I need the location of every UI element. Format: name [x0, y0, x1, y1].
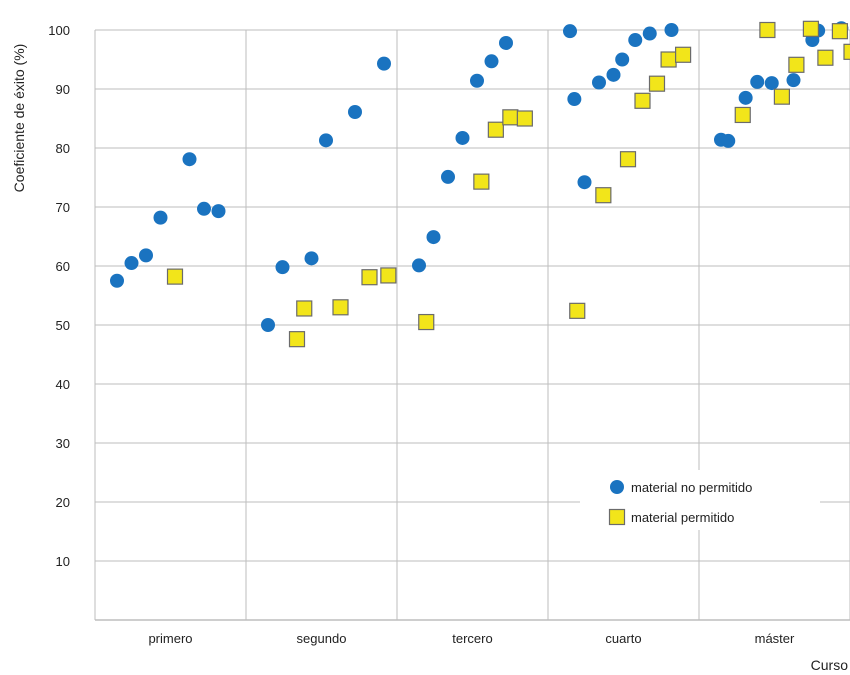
legend-label: material permitido	[631, 510, 734, 525]
point-material-permitido	[788, 56, 805, 73]
x-tick-label: máster	[755, 631, 795, 646]
y-tick-label: 20	[56, 495, 70, 510]
y-tick-label: 30	[56, 436, 70, 451]
x-tick-label: segundo	[297, 631, 347, 646]
point-material-permitido	[332, 299, 349, 316]
point-material-no-permitido	[377, 56, 391, 71]
legend: material no permitido material permitido	[580, 470, 820, 530]
point-material-no-permitido	[261, 318, 275, 332]
chart-marks	[110, 20, 850, 348]
point-material-no-permitido	[110, 273, 124, 288]
legend-label: material no permitido	[631, 480, 752, 495]
point-material-no-permitido	[786, 73, 801, 88]
point-material-no-permitido	[628, 33, 643, 48]
y-tick-label: 80	[56, 141, 70, 156]
point-material-no-permitido	[567, 92, 582, 107]
point-material-no-permitido	[563, 24, 577, 39]
point-material-permitido	[843, 43, 850, 60]
legend-marker-square	[608, 508, 626, 526]
point-material-no-permitido	[499, 35, 513, 50]
point-material-permitido	[648, 75, 666, 92]
point-material-no-permitido	[664, 23, 679, 37]
point-material-no-permitido	[642, 26, 657, 41]
point-material-no-permitido	[304, 251, 319, 266]
y-tick-label: 90	[56, 82, 70, 97]
grid: 10 20 30 40 50 60 70 80 90 100 primero segundo terce…	[48, 23, 850, 646]
x-tick-label: cuarto	[605, 631, 641, 646]
y-axis-label: Coeficiente de éxito (%)	[11, 44, 27, 193]
point-material-no-permitido	[470, 73, 484, 88]
point-material-permitido	[487, 121, 504, 138]
y-tick-label: 70	[56, 200, 70, 215]
point-material-no-permitido	[153, 210, 168, 225]
point-material-no-permitido	[182, 152, 197, 167]
point-material-no-permitido	[615, 52, 630, 67]
point-material-permitido	[634, 92, 651, 109]
point-material-permitido	[817, 49, 834, 66]
point-material-no-permitido	[348, 105, 362, 120]
point-material-no-permitido	[606, 67, 621, 82]
point-material-permitido	[595, 187, 612, 204]
point-material-no-permitido	[455, 130, 470, 145]
point-material-no-permitido	[764, 76, 779, 91]
x-tick-label: tercero	[452, 631, 492, 646]
point-material-permitido	[166, 268, 184, 285]
point-material-no-permitido	[738, 90, 753, 105]
point-material-no-permitido	[319, 133, 333, 148]
point-material-permitido	[773, 88, 791, 105]
legend-marker-circle	[610, 480, 624, 494]
x-axis-label: Curso	[811, 657, 849, 673]
point-material-permitido	[288, 331, 306, 348]
point-material-permitido	[380, 267, 397, 284]
y-tick-label: 50	[56, 318, 70, 333]
point-material-no-permitido	[426, 230, 441, 245]
point-material-no-permitido	[484, 54, 499, 69]
point-material-permitido	[516, 110, 533, 127]
y-tick-label: 100	[48, 23, 70, 38]
point-material-permitido	[473, 173, 490, 190]
point-material-permitido	[569, 302, 586, 319]
point-material-no-permitido	[211, 204, 226, 219]
point-material-no-permitido	[721, 133, 736, 148]
point-material-permitido	[759, 21, 776, 39]
point-material-permitido	[361, 269, 378, 286]
point-material-no-permitido	[139, 248, 153, 263]
point-material-no-permitido	[197, 201, 211, 216]
point-material-permitido	[802, 20, 820, 37]
point-material-no-permitido	[592, 75, 606, 90]
point-material-no-permitido	[750, 74, 765, 89]
point-material-no-permitido	[124, 256, 139, 271]
point-material-no-permitido	[412, 258, 426, 273]
point-material-permitido	[502, 109, 519, 126]
point-material-permitido	[418, 313, 435, 331]
point-material-permitido	[619, 151, 637, 168]
point-material-permitido	[660, 51, 677, 68]
y-tick-label: 40	[56, 377, 70, 392]
point-material-permitido	[734, 106, 751, 124]
point-material-permitido	[674, 46, 692, 63]
point-material-no-permitido	[577, 175, 592, 190]
point-material-no-permitido	[275, 260, 290, 275]
point-material-permitido	[296, 300, 313, 317]
y-tick-label: 60	[56, 259, 70, 274]
x-tick-label: primero	[148, 631, 192, 646]
point-material-no-permitido	[441, 169, 455, 184]
y-tick-label: 10	[56, 554, 70, 569]
point-material-permitido	[831, 23, 849, 40]
